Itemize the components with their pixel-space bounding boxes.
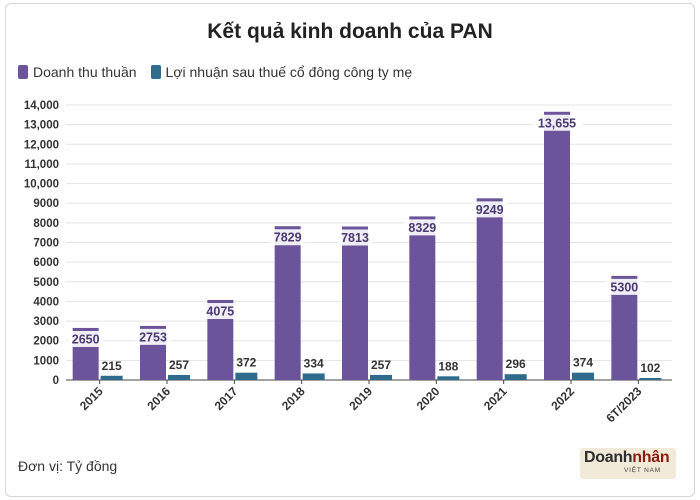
profit-bar xyxy=(302,373,325,380)
revenue-bar xyxy=(342,226,368,380)
revenue-bar xyxy=(476,198,503,380)
y-tick-label: 4000 xyxy=(33,296,59,308)
legend-swatch-revenue xyxy=(18,65,28,79)
profit-data-label: 296 xyxy=(506,357,526,371)
y-tick-label: 9000 xyxy=(33,198,59,210)
y-tick-label: 11,000 xyxy=(24,159,59,171)
profit-bar xyxy=(639,377,662,380)
revenue-label-bg xyxy=(135,328,171,345)
revenue-label-bg xyxy=(337,229,373,246)
profit-bar xyxy=(100,375,123,380)
y-tick-label: 3000 xyxy=(33,316,59,328)
revenue-data-label: 7813 xyxy=(341,231,369,245)
legend-item-revenue: Doanh thu thuần xyxy=(18,64,137,80)
y-tick-label: 7000 xyxy=(33,238,59,250)
revenue-label-bg xyxy=(202,302,239,319)
revenue-bar xyxy=(409,216,436,380)
profit-data-label: 215 xyxy=(102,359,122,373)
y-tick-label: 2000 xyxy=(33,336,59,348)
logo-text-a: Doanh xyxy=(584,449,633,466)
profit-bar xyxy=(168,374,190,380)
revenue-data-label: 13,655 xyxy=(538,116,576,130)
revenue-label-bg xyxy=(269,229,306,246)
legend-swatch-profit xyxy=(150,65,161,79)
legend-label-revenue: Doanh thu thuần xyxy=(33,64,137,80)
x-tick-label: 2019 xyxy=(346,384,375,413)
revenue-data-label: 7829 xyxy=(274,231,302,245)
profit-data-label: 257 xyxy=(169,358,189,372)
revenue-data-label: 2650 xyxy=(72,332,100,346)
y-tick-label: 13,000 xyxy=(24,120,59,132)
y-tick-label: 10,000 xyxy=(24,179,59,191)
logo-subtext: VIỆT NAM xyxy=(624,467,661,474)
y-tick-label: 6000 xyxy=(33,257,59,269)
chart-frame xyxy=(5,3,695,497)
profit-data-label: 372 xyxy=(236,356,256,370)
revenue-data-label: 9249 xyxy=(476,203,504,217)
x-tick-label: 2021 xyxy=(481,384,510,413)
revenue-label-bg xyxy=(531,114,583,131)
profit-bar xyxy=(437,376,460,380)
profit-bar xyxy=(504,374,527,380)
y-tick-label: 1000 xyxy=(33,355,59,367)
profit-data-label: 374 xyxy=(573,356,593,370)
doanhnhan-logo: Doanhnhân VIỆT NAM xyxy=(580,448,676,479)
logo-wordmark: Doanhnhân xyxy=(584,449,670,467)
revenue-data-label: 4075 xyxy=(206,304,234,318)
x-tick-label: 2017 xyxy=(212,384,241,413)
x-tick-label: 6T/2023 xyxy=(603,384,644,425)
unit-note: Đơn vị: Tỷ đồng xyxy=(18,458,118,474)
chart-legend: Doanh thu thuần Lợi nhuận sau thuế cổ đô… xyxy=(18,64,412,80)
x-tick-label: 2016 xyxy=(144,384,173,413)
chart-title: Kết quả kinh doanh của PAN xyxy=(207,20,493,43)
y-tick-label: 0 xyxy=(53,375,59,387)
revenue-label-bg xyxy=(606,278,643,295)
revenue-bar xyxy=(544,111,570,380)
revenue-data-label: 2753 xyxy=(139,330,167,344)
x-tick-label: 2015 xyxy=(77,384,106,413)
profit-bar xyxy=(235,372,258,380)
y-tick-label: 12,000 xyxy=(24,139,59,151)
y-tick-label: 8000 xyxy=(33,218,59,230)
x-tick-label: 2018 xyxy=(279,384,308,413)
profit-data-label: 257 xyxy=(371,358,391,372)
legend-item-profit: Lợi nhuận sau thuế cổ đông công ty mẹ xyxy=(150,64,413,80)
profit-bar xyxy=(572,372,594,380)
revenue-data-label: 5300 xyxy=(610,280,638,294)
revenue-bar xyxy=(274,226,301,380)
revenue-label-bg xyxy=(404,219,441,236)
profit-data-label: 334 xyxy=(304,356,324,370)
revenue-label-bg xyxy=(471,201,508,218)
x-tick-label: 2022 xyxy=(548,384,577,413)
logo-text-b: nhân xyxy=(632,449,670,466)
y-tick-label: 14,000 xyxy=(24,100,59,112)
y-tick-label: 5000 xyxy=(33,277,59,289)
profit-data-label: 188 xyxy=(438,359,458,373)
revenue-data-label: 8329 xyxy=(408,221,436,235)
legend-label-profit: Lợi nhuận sau thuế cổ đông công ty mẹ xyxy=(165,64,413,80)
revenue-label-bg xyxy=(67,330,104,347)
x-tick-label: 2020 xyxy=(414,384,443,413)
profit-bar xyxy=(370,374,392,380)
profit-data-label: 102 xyxy=(640,361,660,375)
